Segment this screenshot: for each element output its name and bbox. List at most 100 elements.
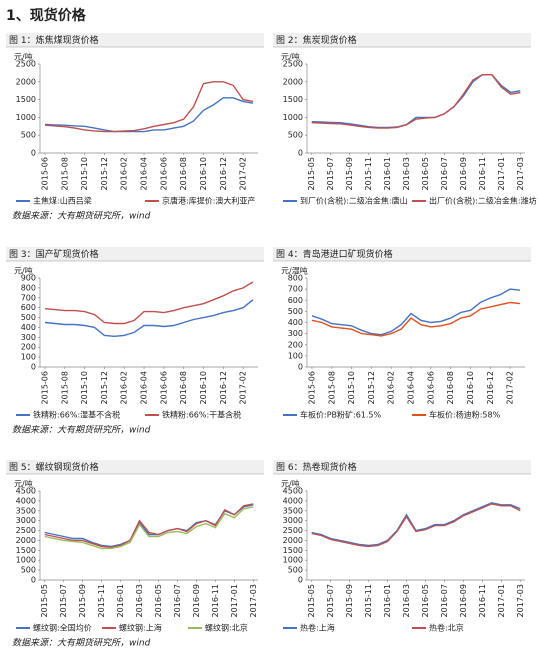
legend-label: 车板价:PB粉矿:61.5% [300,410,382,420]
x-tick-label: 2016-06 [426,371,435,404]
y-tick-label: 4500 [16,487,36,496]
chart-title: 图 2：焦炭现货价格 [276,34,357,46]
x-tick-label: 2016-01 [383,584,392,617]
y-tick-label: 900 [21,274,36,283]
x-tick-label: 2016-11 [211,584,220,617]
caption-bar [6,33,264,47]
caption-bar [6,247,264,261]
y-tick-label: 1500 [16,95,36,104]
x-tick-label: 2015-05 [307,584,316,617]
x-tick-label: 2015-08 [60,371,69,404]
chart-title: 图 6：热卷现货价格 [276,461,357,473]
x-tick-label: 2015-05 [40,584,49,617]
x-tick-label: 2016-08 [446,371,455,404]
chart-title: 图 1：炼焦煤现货价格 [9,34,99,46]
y-tick-label: 100 [288,351,303,360]
y-tick-label: 3000 [16,516,36,525]
x-tick-label: 2016-03 [402,584,411,617]
x-tick-label: 2015-11 [97,584,106,617]
legend-label: 螺纹钢:上海 [119,623,162,633]
y-tick-label: 700 [288,285,303,294]
x-tick-label: 2016-05 [421,157,430,190]
legend-label: 出厂价(含税):二级冶金焦:潍坊 [429,196,537,206]
y-axis-label: 元/吨 [14,266,33,276]
series-line [44,506,254,550]
legend-label: 铁精粉:66%:湿基不含税 [33,410,120,420]
y-tick-label: 1500 [283,546,303,555]
x-tick-label: 2016-09 [459,157,468,190]
y-tick-label: 2500 [16,60,36,69]
x-tick-label: 2017-02 [506,371,515,404]
y-tick-label: 1500 [283,95,303,104]
y-tick-label: 4000 [16,496,36,505]
x-tick-label: 2016-06 [159,157,168,190]
y-tick-label: 2000 [283,77,303,86]
x-tick-label: 2017-02 [239,157,248,190]
y-tick-label: 0 [298,576,303,585]
caption-bar [273,460,531,474]
y-tick-label: 500 [288,307,303,316]
x-tick-label: 2015-08 [60,157,69,190]
x-tick-label: 2016-03 [402,157,411,190]
caption-bar [273,33,531,47]
y-tick-label: 2500 [283,60,303,69]
x-tick-label: 2015-10 [347,371,356,404]
y-tick-label: 1500 [16,546,36,555]
legend-label: 螺纹钢:北京 [205,623,248,633]
y-axis-label: 元/吨 [281,479,300,489]
y-tick-label: 800 [21,283,36,292]
y-tick-label: 2000 [283,536,303,545]
y-tick-label: 3500 [16,506,36,515]
series-line [44,281,254,325]
x-tick-label: 2015-11 [364,157,373,190]
y-tick-label: 1000 [16,556,36,565]
source-note: 数据来源：大有期货研究所，wind [12,211,151,222]
x-tick-label: 2016-11 [478,584,487,617]
x-tick-label: 2016-01 [116,584,125,617]
x-tick-label: 2016-04 [140,371,149,404]
y-tick-label: 0 [31,576,36,585]
y-tick-label: 600 [21,303,36,312]
y-tick-label: 2500 [283,526,303,535]
x-tick-label: 2016-07 [440,157,449,190]
y-tick-label: 200 [21,343,36,352]
y-axis-label: 元/吨 [14,52,33,62]
x-tick-label: 2015-05 [307,157,316,190]
x-tick-label: 2016-10 [199,371,208,404]
y-tick-label: 2000 [16,536,36,545]
x-tick-label: 2017-01 [497,157,506,190]
x-tick-label: 2015-06 [307,371,316,404]
x-tick-label: 2015-06 [40,371,49,404]
x-tick-label: 2016-06 [159,371,168,404]
y-tick-label: 3500 [283,506,303,515]
x-tick-label: 2015-12 [100,371,109,404]
legend-label: 到厂价(含税):二级冶金焦:唐山 [300,196,408,206]
legend-label: 热卷:北京 [429,623,464,633]
x-tick-label: 2016-08 [179,371,188,404]
x-tick-label: 2016-02 [120,371,129,404]
legend-label: 铁精粉:66%:干基含税 [162,410,241,420]
y-tick-label: 500 [21,313,36,322]
x-tick-label: 2016-08 [179,157,188,190]
x-tick-label: 2017-03 [516,157,525,190]
y-tick-label: 0 [31,149,36,158]
series-line [44,81,254,133]
y-tick-label: 2000 [16,77,36,86]
x-tick-label: 2017-03 [249,584,258,617]
x-tick-label: 2016-12 [219,371,228,404]
x-tick-label: 2017-03 [516,584,525,617]
x-tick-label: 2016-04 [140,157,149,190]
y-axis-label: 元/湿吨 [281,266,308,276]
x-tick-label: 2015-09 [345,157,354,190]
y-tick-label: 300 [288,329,303,338]
x-tick-label: 2015-07 [326,584,335,617]
chart-title: 图 5：螺纹钢现货价格 [9,461,99,473]
y-tick-label: 0 [298,149,303,158]
y-tick-label: 400 [288,318,303,327]
x-tick-label: 2015-09 [345,584,354,617]
x-tick-label: 2015-07 [59,584,68,617]
y-axis-label: 元/吨 [14,479,33,489]
source-note: 数据来源：大有期货研究所，wind [12,638,151,649]
chart-title: 图 4：青岛港进口矿现货价格 [276,248,393,260]
y-tick-label: 100 [21,353,36,362]
